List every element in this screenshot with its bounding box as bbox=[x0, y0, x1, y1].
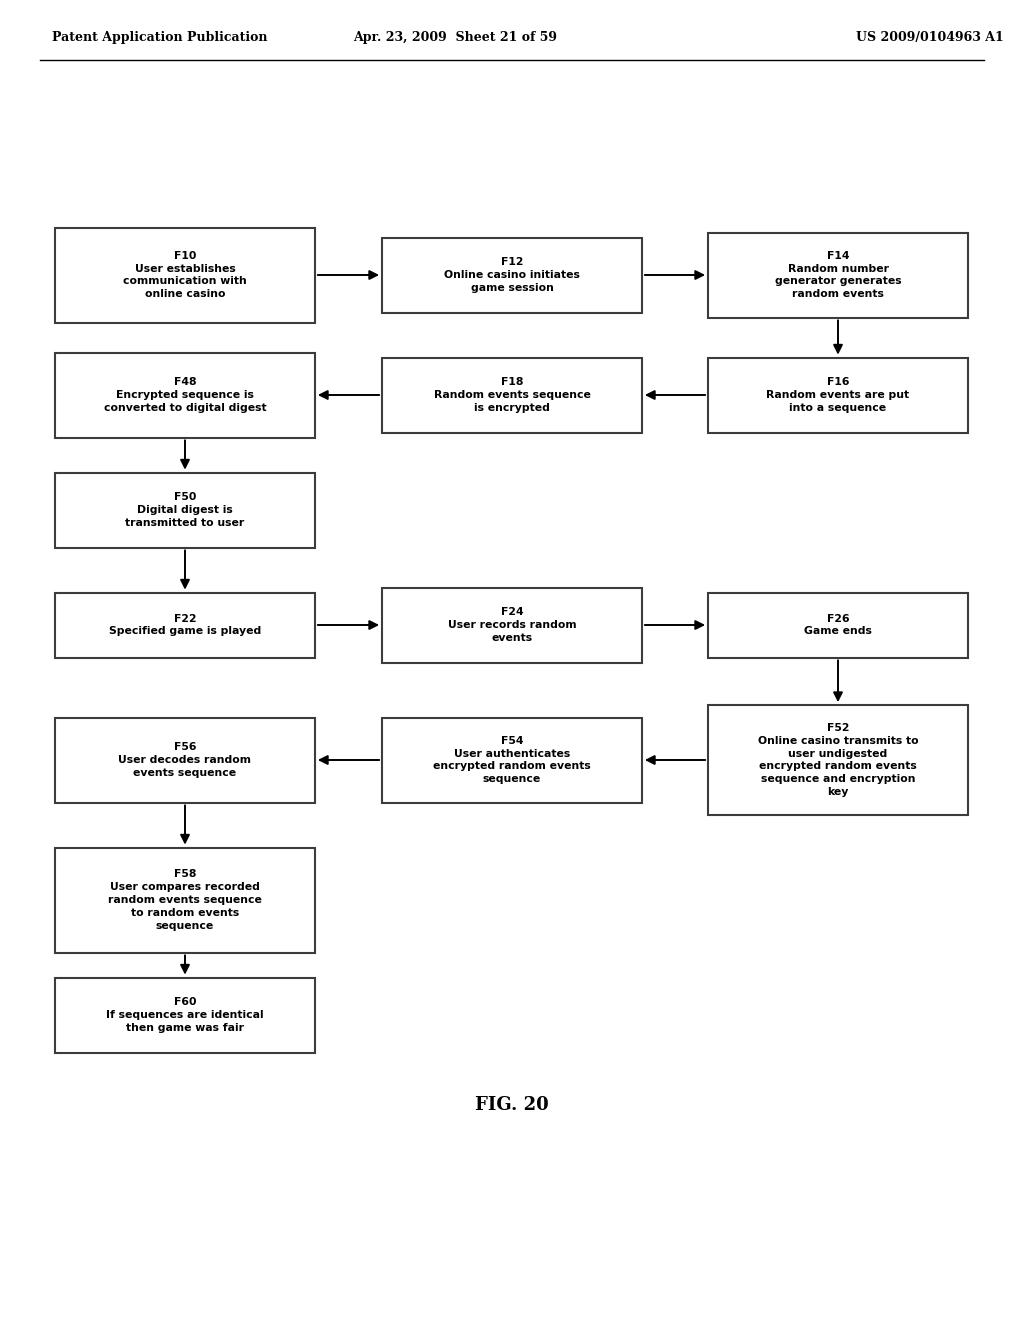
Text: F52
Online casino transmits to
user undigested
encrypted random events
sequence : F52 Online casino transmits to user undi… bbox=[758, 723, 919, 797]
Text: F16
Random events are put
into a sequence: F16 Random events are put into a sequenc… bbox=[766, 378, 909, 413]
Text: F58
User compares recorded
random events sequence
to random events
sequence: F58 User compares recorded random events… bbox=[109, 870, 262, 931]
Bar bbox=[55, 718, 315, 803]
Text: F10
User establishes
communication with
online casino: F10 User establishes communication with … bbox=[123, 251, 247, 300]
Text: FIG. 20: FIG. 20 bbox=[475, 1096, 549, 1114]
Text: F48
Encrypted sequence is
converted to digital digest: F48 Encrypted sequence is converted to d… bbox=[103, 378, 266, 413]
Bar bbox=[708, 705, 968, 814]
Bar bbox=[55, 227, 315, 322]
Text: F14
Random number
generator generates
random events: F14 Random number generator generates ra… bbox=[775, 251, 901, 300]
Bar bbox=[55, 978, 315, 1052]
Text: F22
Specified game is played: F22 Specified game is played bbox=[109, 614, 261, 636]
Bar bbox=[708, 358, 968, 433]
Text: US 2009/0104963 A1: US 2009/0104963 A1 bbox=[856, 32, 1004, 45]
Text: F12
Online casino initiates
game session: F12 Online casino initiates game session bbox=[444, 257, 580, 293]
Bar bbox=[55, 593, 315, 657]
Bar bbox=[708, 232, 968, 318]
Text: F26
Game ends: F26 Game ends bbox=[804, 614, 872, 636]
Text: Apr. 23, 2009  Sheet 21 of 59: Apr. 23, 2009 Sheet 21 of 59 bbox=[353, 32, 557, 45]
Bar bbox=[382, 238, 642, 313]
Bar bbox=[55, 352, 315, 437]
Bar bbox=[708, 593, 968, 657]
Text: F18
Random events sequence
is encrypted: F18 Random events sequence is encrypted bbox=[433, 378, 591, 413]
Text: Patent Application Publication: Patent Application Publication bbox=[52, 32, 267, 45]
Bar bbox=[382, 718, 642, 803]
Text: F54
User authenticates
encrypted random events
sequence: F54 User authenticates encrypted random … bbox=[433, 735, 591, 784]
Bar bbox=[382, 587, 642, 663]
Text: F56
User decodes random
events sequence: F56 User decodes random events sequence bbox=[119, 742, 252, 777]
Text: F50
Digital digest is
transmitted to user: F50 Digital digest is transmitted to use… bbox=[125, 492, 245, 528]
Text: F60
If sequences are identical
then game was fair: F60 If sequences are identical then game… bbox=[106, 997, 264, 1032]
Bar bbox=[55, 847, 315, 953]
Text: F24
User records random
events: F24 User records random events bbox=[447, 607, 577, 643]
Bar bbox=[382, 358, 642, 433]
Bar bbox=[55, 473, 315, 548]
